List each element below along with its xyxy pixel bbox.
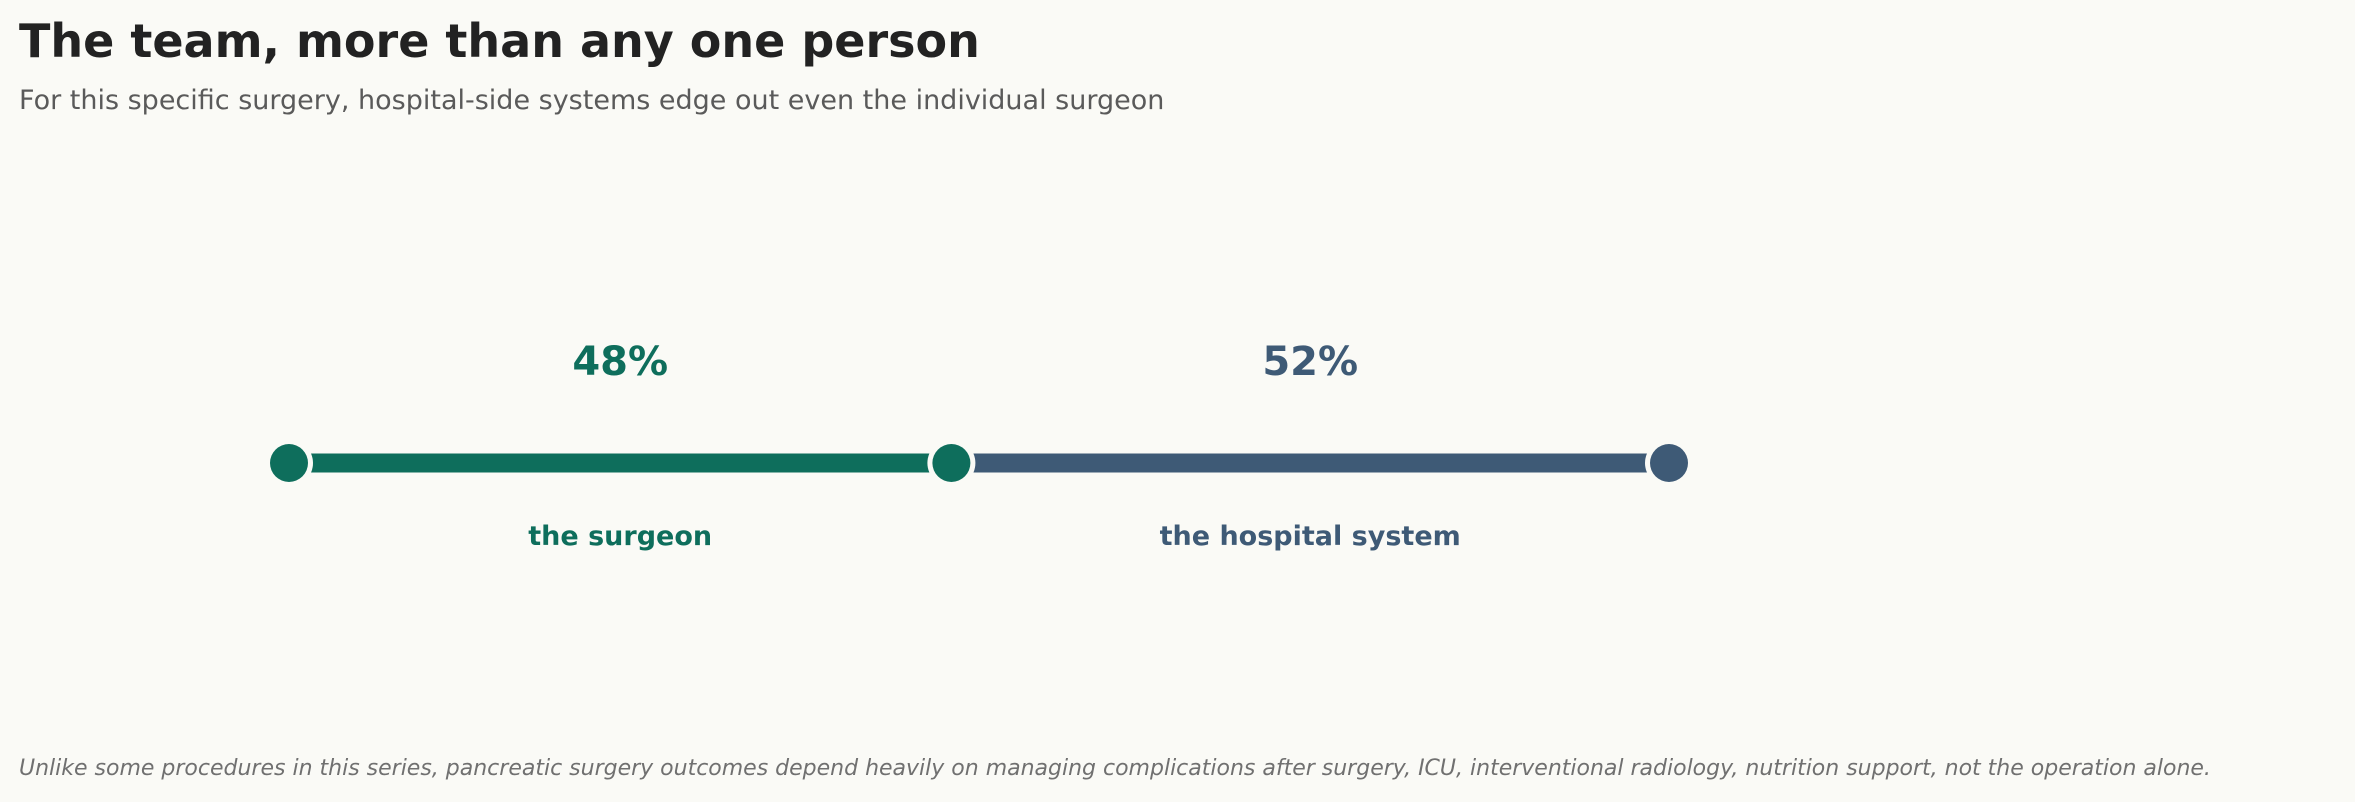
chart-subtitle: For this specific surgery, hospital-side… <box>19 85 1165 116</box>
chart-footnote: Unlike some procedures in this series, p… <box>19 756 2211 781</box>
chart-title: The team, more than any one person <box>19 14 980 68</box>
endpoint-dot-1 <box>270 444 308 482</box>
category-label-1: the surgeon <box>528 521 712 552</box>
category-label-2: the hospital system <box>1160 521 1461 552</box>
segment-dots <box>265 439 1693 487</box>
value-labels: 48% 52% <box>572 339 1358 385</box>
endpoint-dot-2 <box>932 444 971 482</box>
value-label-1: 48% <box>572 339 668 385</box>
endpoint-dot-3 <box>1650 444 1688 482</box>
category-labels: the surgeon the hospital system <box>528 521 1460 552</box>
value-label-2: 52% <box>1262 339 1358 385</box>
